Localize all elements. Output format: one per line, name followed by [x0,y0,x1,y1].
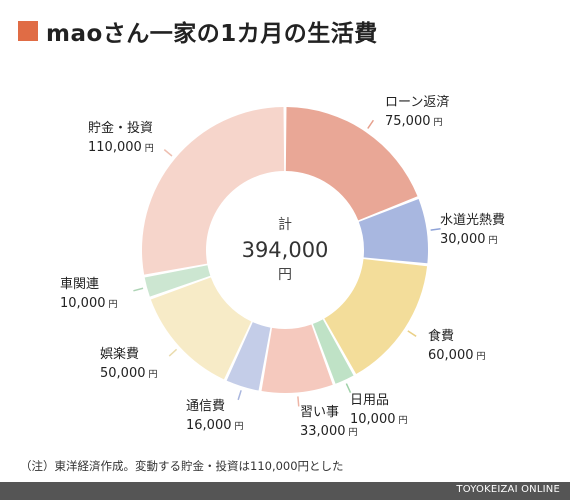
slice-value-number: 10,000 [60,296,106,311]
chart-note: （注）東洋経済作成。変動する貯金・投資は110,000円とした [20,459,344,473]
slice-label-value: 33,000 円 [300,424,358,439]
donut-slice [312,319,354,384]
donut-slice [358,199,428,264]
slice-label-value: 10,000 円 [350,412,408,427]
donut-slice [261,324,333,394]
slice-value-number: 110,000 [88,140,142,155]
chart-title: maoさん一家の1カ月の生活費 [46,21,378,47]
slice-value-number: 50,000 [100,366,146,381]
slice-label-value: 75,000 円 [385,114,443,129]
slice-value-number: 10,000 [350,412,396,427]
donut-slice [150,277,252,380]
slice-value-unit: 円 [434,117,443,128]
slice-value-number: 30,000 [440,232,486,247]
leader-line [407,330,417,337]
slice-value-number: 75,000 [385,114,431,129]
slice-label-value: 10,000 円 [60,296,118,311]
leader-line [237,390,242,401]
slice-label-name: 貯金・投資 [88,120,153,136]
slice-label-value: 60,000 円 [428,348,486,363]
slice-value-unit: 円 [477,351,486,362]
slice-label-name: 娯楽費 [100,346,139,362]
footer-bar: TOYOKEIZAI ONLINE [0,482,570,500]
leader-line [168,348,178,357]
slice-value-unit: 円 [109,299,118,310]
slice-value-unit: 円 [399,415,408,426]
slice-value-unit: 円 [489,235,498,246]
center-total-value: 394,000 [242,238,329,262]
donut-slice [142,107,285,275]
donut-slice [226,322,271,391]
title-marker [18,21,38,41]
title-row: maoさん一家の1カ月の生活費 [18,14,378,48]
slice-label-name: 日用品 [350,393,389,408]
slice-label-name: 食費 [428,328,454,344]
donut-slice [285,107,418,221]
footer-source: TOYOKEIZAI ONLINE [456,484,560,495]
slice-label-value: 50,000 円 [100,366,158,381]
donut-slice [144,265,211,297]
slice-label-name: ローン返済 [385,94,449,110]
leader-line [430,228,441,231]
leader-line [297,396,300,407]
leader-line [345,383,352,393]
donut-slice [324,258,428,375]
slice-value-number: 33,000 [300,424,346,439]
slice-label-value: 30,000 円 [440,232,498,247]
slice-value-number: 60,000 [428,348,474,363]
slice-label-name: 習い事 [300,405,339,420]
center-total-unit: 円 [278,267,292,283]
slice-value-number: 16,000 [186,418,232,433]
slice-label-name: 通信費 [186,399,225,414]
slice-label-name: 水道光熱費 [440,213,505,228]
slice-label-value: 16,000 円 [186,418,244,433]
center-total-label: 計 [278,217,292,233]
slice-value-unit: 円 [145,143,154,154]
leader-line [367,119,375,129]
leader-line [163,149,173,157]
slice-value-unit: 円 [235,421,244,432]
slice-value-unit: 円 [349,427,358,438]
slice-label-value: 110,000 円 [88,140,154,155]
slice-value-unit: 円 [149,369,158,380]
leader-line [133,287,144,292]
slice-label-name: 車関連 [60,277,99,292]
